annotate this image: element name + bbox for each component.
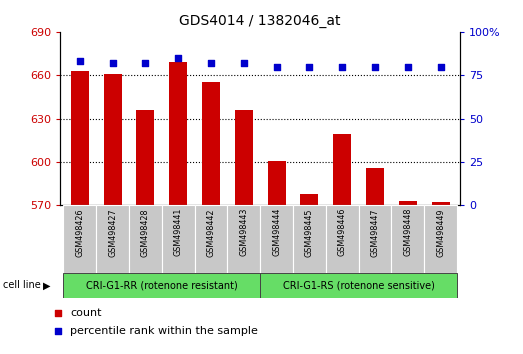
Text: CRI-G1-RS (rotenone sensitive): CRI-G1-RS (rotenone sensitive) xyxy=(282,280,435,290)
Point xyxy=(141,60,150,66)
Bar xyxy=(424,205,457,273)
Text: count: count xyxy=(70,308,101,318)
Point xyxy=(207,60,215,66)
Point xyxy=(371,64,379,69)
Point xyxy=(272,64,281,69)
Bar xyxy=(260,273,457,298)
Bar xyxy=(228,205,260,273)
Bar xyxy=(293,205,326,273)
Bar xyxy=(391,205,424,273)
Point xyxy=(54,310,62,315)
Bar xyxy=(431,202,450,205)
Bar xyxy=(169,62,187,205)
Text: ▶: ▶ xyxy=(43,280,51,290)
Title: GDS4014 / 1382046_at: GDS4014 / 1382046_at xyxy=(179,14,341,28)
Bar xyxy=(235,110,253,205)
Text: GSM498446: GSM498446 xyxy=(338,208,347,256)
Point xyxy=(404,64,412,69)
Point xyxy=(174,55,183,61)
Point xyxy=(108,60,117,66)
Bar xyxy=(63,273,260,298)
Text: GSM498448: GSM498448 xyxy=(403,208,412,256)
Text: GSM498444: GSM498444 xyxy=(272,208,281,256)
Bar xyxy=(71,71,89,205)
Bar xyxy=(359,205,391,273)
Point xyxy=(338,64,346,69)
Text: GSM498447: GSM498447 xyxy=(370,208,380,257)
Text: GSM498449: GSM498449 xyxy=(436,208,445,257)
Bar xyxy=(96,205,129,273)
Point xyxy=(240,60,248,66)
Point xyxy=(305,64,314,69)
Bar xyxy=(162,205,195,273)
Bar xyxy=(104,74,122,205)
Bar xyxy=(333,135,351,205)
Bar xyxy=(268,160,286,205)
Bar xyxy=(195,205,228,273)
Text: GSM498445: GSM498445 xyxy=(305,208,314,257)
Bar xyxy=(260,205,293,273)
Point xyxy=(436,64,445,69)
Text: GSM498441: GSM498441 xyxy=(174,208,183,256)
Bar xyxy=(63,205,96,273)
Text: GSM498428: GSM498428 xyxy=(141,208,150,257)
Point xyxy=(76,58,84,64)
Text: GSM498442: GSM498442 xyxy=(207,208,215,257)
Text: CRI-G1-RR (rotenone resistant): CRI-G1-RR (rotenone resistant) xyxy=(86,280,237,290)
Bar xyxy=(326,205,359,273)
Text: cell line: cell line xyxy=(3,280,40,290)
Bar xyxy=(300,194,319,205)
Text: GSM498443: GSM498443 xyxy=(240,208,248,256)
Point xyxy=(54,328,62,333)
Text: percentile rank within the sample: percentile rank within the sample xyxy=(70,326,258,336)
Bar xyxy=(129,205,162,273)
Text: GSM498426: GSM498426 xyxy=(75,208,84,257)
Bar xyxy=(399,201,417,205)
Bar xyxy=(202,82,220,205)
Bar xyxy=(366,168,384,205)
Bar xyxy=(137,110,154,205)
Text: GSM498427: GSM498427 xyxy=(108,208,117,257)
